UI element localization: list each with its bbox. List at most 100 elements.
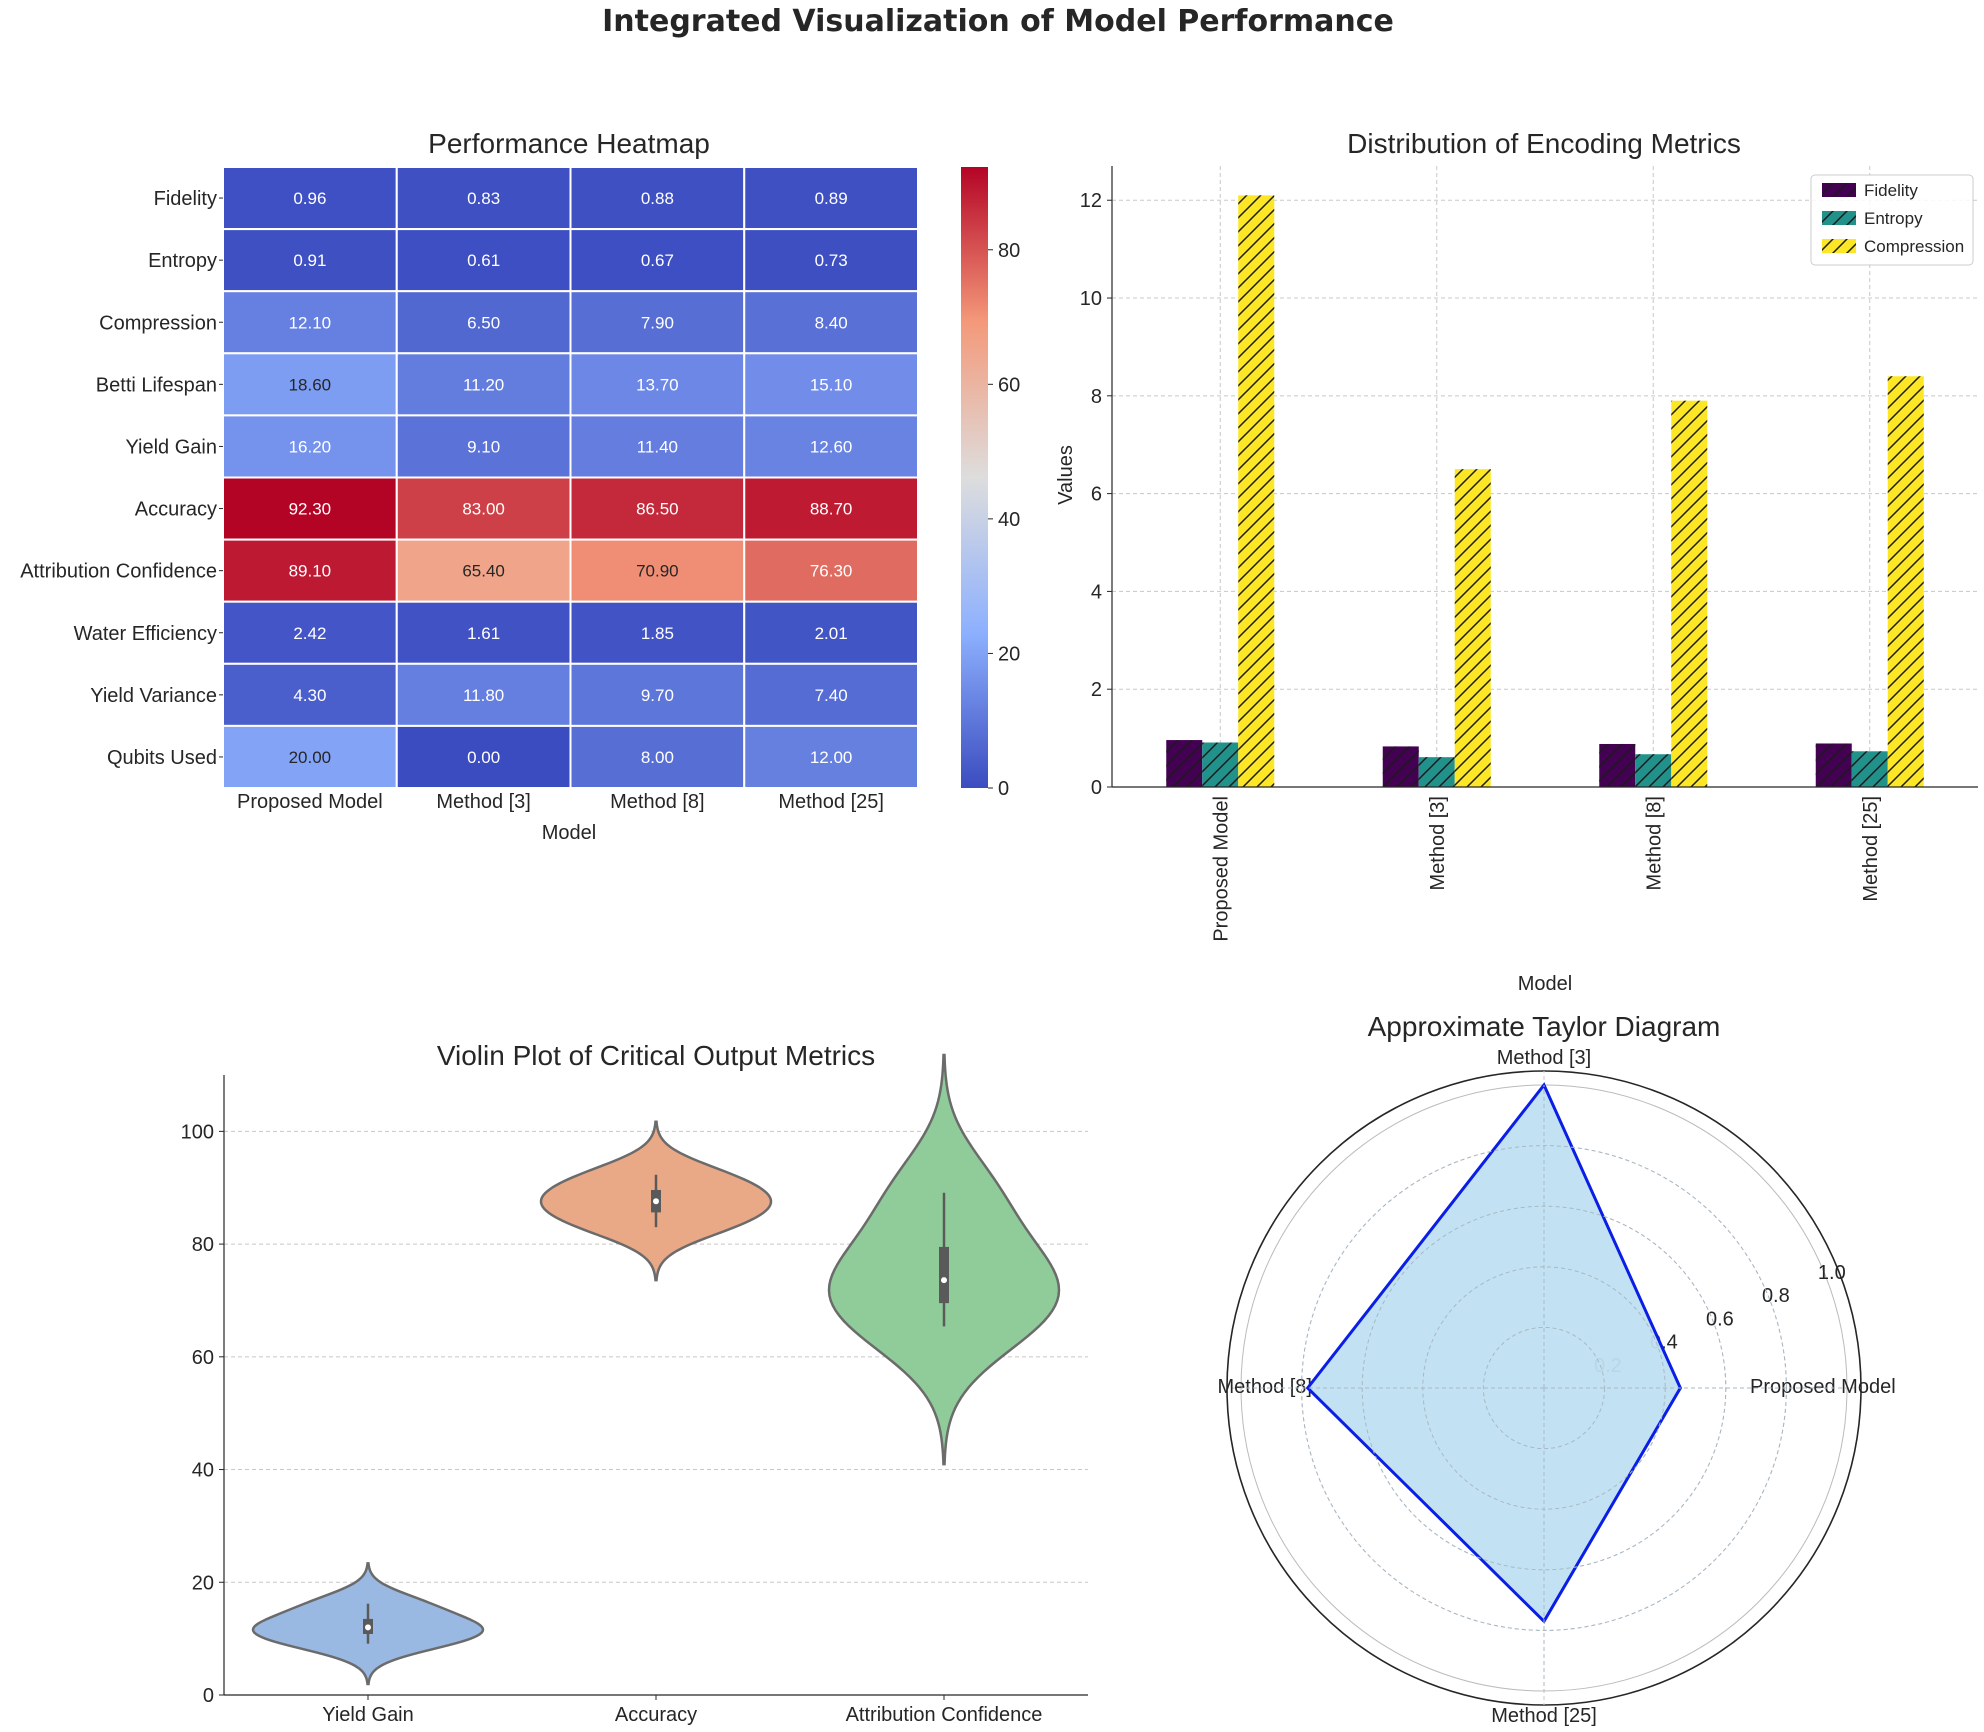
radar-r-tick-label: 0.8: [1762, 1285, 1790, 1307]
heatmap-cell: [395, 476, 572, 541]
radar-axis-label: Method [3]: [1497, 1047, 1592, 1069]
heatmap-title: Performance Heatmap: [428, 128, 710, 159]
heatmap-cell-label: 76.30: [810, 562, 853, 581]
heatmap-cell-label: 0.88: [641, 189, 674, 208]
bar-hatch: [1635, 754, 1672, 787]
colorbar-tick-label: 40: [998, 509, 1020, 531]
heatmap-cell: [743, 476, 919, 541]
taylor-diagram-panel: Approximate Taylor Diagram Proposed Mode…: [1217, 1011, 1895, 1727]
radar-axis-label: Method [25]: [1491, 1705, 1597, 1727]
heatmap-cell: [395, 352, 572, 417]
heatmap-cell: [743, 538, 919, 603]
bar-y-tick-label: 2: [1091, 679, 1102, 701]
heatmap-cell-label: 89.10: [289, 562, 332, 581]
heatmap-row-label: Attribution Confidence: [20, 561, 217, 583]
heatmap-cell: [569, 538, 746, 603]
heatmap-row-label: Yield Gain: [125, 436, 217, 458]
radar-line: [1305, 1082, 1683, 1624]
bar-hatch: [1382, 746, 1419, 787]
legend-swatch-hatch: [1822, 239, 1856, 253]
bar-y-tick-label: 8: [1091, 386, 1102, 408]
violin-x-tick-label: Attribution Confidence: [846, 1704, 1043, 1726]
bar-hatch: [1599, 743, 1636, 787]
heatmap-panel: Performance Heatmap 0.96 0.83 0.88 0.89 0.91…: [20, 128, 1020, 844]
heatmap-cell-label: 1.85: [641, 624, 674, 643]
heatmap-cell: [743, 724, 919, 790]
heatmap-cell-label: 20.00: [289, 748, 332, 767]
heatmap-cell-label: 2.01: [815, 624, 848, 643]
heatmap-col-label: Proposed Model: [237, 791, 383, 813]
heatmap-cell-label: 11.40: [637, 437, 678, 456]
heatmap-row-label: Yield Variance: [90, 685, 217, 707]
heatmap-cell-label: 0.96: [293, 189, 326, 208]
heatmap-cell-label: 11.20: [463, 375, 504, 394]
heatmap-cell-label: 6.50: [467, 313, 500, 332]
legend-label: Compression: [1864, 237, 1964, 256]
heatmap-cell: [395, 228, 572, 293]
heatmap-cell: [743, 228, 919, 293]
heatmap-cell: [569, 414, 746, 479]
heatmap-cell-label: 12.60: [810, 437, 853, 456]
heatmap-cell-label: 15.10: [810, 375, 853, 394]
colorbar: [961, 167, 988, 788]
heatmap-cell-label: 0.89: [815, 189, 848, 208]
heatmap-cell-label: 1.61: [467, 624, 500, 643]
heatmap-cell-label: 0.91: [293, 251, 326, 270]
heatmap-cell-label: 4.30: [293, 686, 326, 705]
bar-hatch: [1166, 740, 1203, 787]
bar-x-tick-label: Method [8]: [1643, 796, 1665, 891]
heatmap-cell: [395, 724, 572, 790]
heatmap-cell: [569, 600, 746, 665]
legend-swatch-hatch: [1822, 183, 1856, 197]
bar-hatch: [1671, 400, 1708, 787]
violin-median: [653, 1198, 659, 1205]
heatmap-row-label: Fidelity: [154, 188, 217, 210]
bar-y-tick-label: 6: [1091, 484, 1102, 506]
bar-hatch: [1851, 751, 1888, 787]
radar-ring-overlay: [1301, 1145, 1787, 1631]
heatmap-row-label: Betti Lifespan: [96, 374, 217, 396]
heatmap-cell: [395, 166, 572, 231]
bar-hatch: [1238, 195, 1275, 788]
heatmap-col-label: Method [8]: [610, 791, 705, 813]
heatmap-cell: [743, 290, 919, 355]
bar-chart-panel: Distribution of Encoding Metrics 0 2 4 6 8 10…: [1055, 128, 1978, 995]
legend-label: Entropy: [1864, 209, 1923, 228]
heatmap-cell-label: 0.67: [641, 251, 674, 270]
bar-y-tick-label: 12: [1080, 190, 1102, 212]
heatmap-cell-label: 8.00: [641, 748, 674, 767]
violin-panel: Violin Plot of Critical Output Metrics 0…: [181, 1040, 1088, 1726]
bar-chart-x-label: Model: [1518, 973, 1572, 995]
heatmap-cell-label: 0.73: [815, 251, 848, 270]
violin-median: [941, 1277, 947, 1284]
legend-label: Fidelity: [1864, 181, 1918, 200]
heatmap-row-label: Entropy: [148, 250, 217, 272]
bar-chart-title: Distribution of Encoding Metrics: [1347, 128, 1741, 159]
taylor-title: Approximate Taylor Diagram: [1368, 1011, 1721, 1042]
heatmap-cell-label: 0.00: [467, 748, 500, 767]
heatmap-row-label: Compression: [99, 312, 217, 334]
heatmap-cell: [395, 414, 572, 479]
figure-title: Integrated Visualization of Model Perfor…: [602, 4, 1394, 39]
violin-x-tick-label: Yield Gain: [322, 1704, 414, 1726]
violin-title: Violin Plot of Critical Output Metrics: [437, 1040, 875, 1071]
bar-y-tick-label: 4: [1091, 581, 1102, 603]
violin-y-tick-label: 100: [181, 1121, 214, 1143]
radar-axis-label: Proposed Model: [1750, 1376, 1896, 1398]
heatmap-cell-label: 88.70: [810, 500, 853, 519]
heatmap-cell: [222, 600, 398, 665]
bar-hatch: [1418, 757, 1455, 787]
radar-ring-overlay: [1482, 1326, 1606, 1450]
heatmap-cell-label: 16.20: [289, 437, 332, 456]
heatmap-cell-label: 65.40: [462, 562, 505, 581]
radar-axis-label: Method [8]: [1217, 1376, 1312, 1398]
heatmap-cell-label: 13.70: [636, 375, 679, 394]
violin-median: [365, 1624, 371, 1631]
heatmap-cell: [743, 166, 919, 231]
heatmap-cell-label: 0.61: [467, 251, 500, 270]
bar-hatch: [1887, 376, 1924, 787]
legend-swatch-hatch: [1822, 211, 1856, 225]
colorbar-tick-label: 20: [998, 643, 1020, 665]
bar-x-tick-label: Method [25]: [1860, 796, 1882, 902]
